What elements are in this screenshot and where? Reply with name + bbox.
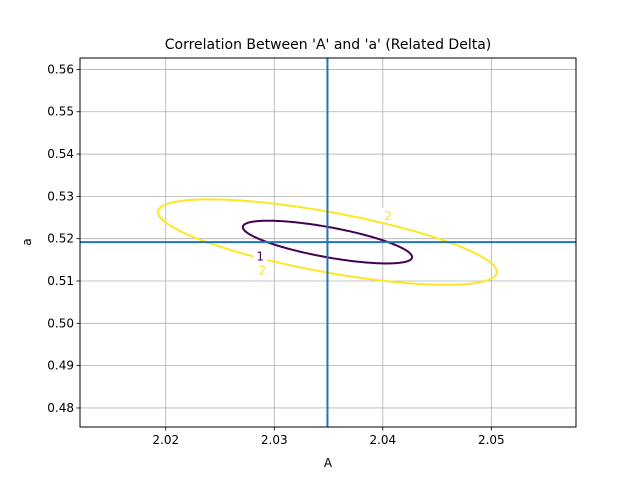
chart-title: Correlation Between 'A' and 'a' (Related… xyxy=(165,37,492,53)
axis-ticks: 2.02 2.03 2.04 2.05 0.48 0.49 0.50 0.51 0.52 0.53… xyxy=(47,62,504,447)
x-tick-label: 2.04 xyxy=(369,433,396,447)
y-tick-label: 0.55 xyxy=(47,105,74,119)
contour-line-2 xyxy=(157,198,498,286)
y-tick-label: 0.53 xyxy=(47,189,74,203)
contour-label-background xyxy=(253,248,268,263)
x-tick-label: 2.02 xyxy=(152,433,179,447)
x-tick-label: 2.05 xyxy=(478,433,505,447)
y-tick-label: 0.52 xyxy=(47,232,74,246)
contour-label: 1 xyxy=(256,249,264,263)
y-tick-label: 0.56 xyxy=(47,62,74,76)
y-tick-label: 0.49 xyxy=(47,359,74,373)
y-tick-label: 0.54 xyxy=(47,147,74,161)
x-axis-label: A xyxy=(324,456,333,470)
best-fit-lines xyxy=(80,58,576,427)
contour-labels: 122 xyxy=(253,207,396,277)
y-axis-label: a xyxy=(20,238,34,245)
contour-lines xyxy=(157,198,498,286)
y-tick-label: 0.48 xyxy=(47,401,74,415)
contour-label-background xyxy=(255,262,270,277)
contour-label: 2 xyxy=(384,209,392,223)
y-tick-label: 0.51 xyxy=(47,274,74,288)
plot-area-frame xyxy=(79,57,577,428)
y-tick-label: 0.50 xyxy=(47,316,74,330)
contour-line-1 xyxy=(241,219,414,265)
x-tick-label: 2.03 xyxy=(261,433,288,447)
contour-label: 2 xyxy=(259,263,267,277)
contour-label-background xyxy=(381,207,396,222)
